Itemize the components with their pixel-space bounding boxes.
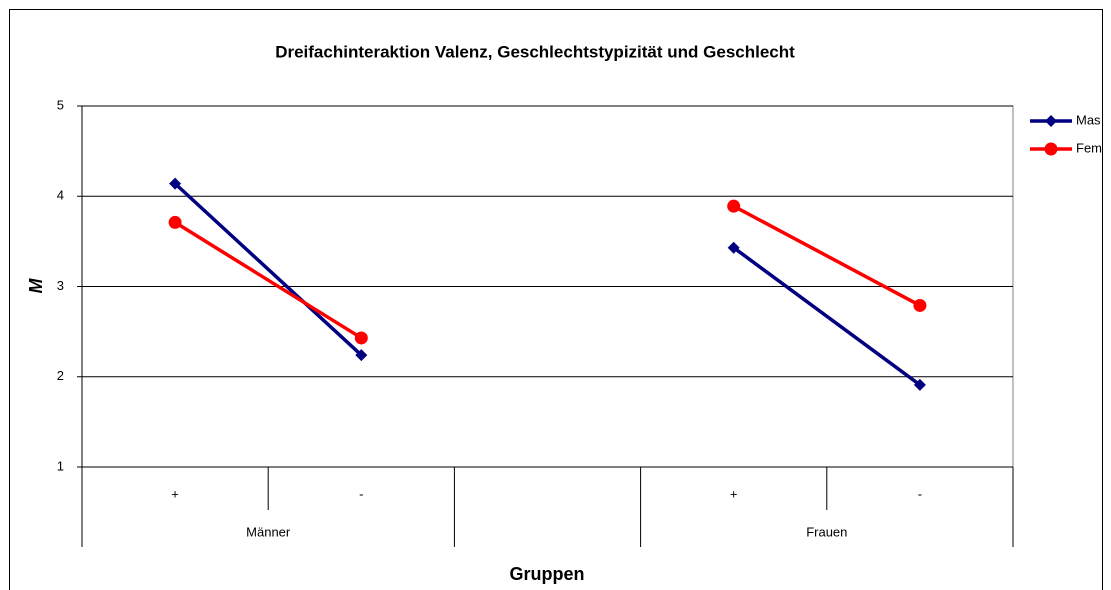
legend-marker — [1044, 142, 1058, 156]
x-axis-title: Gruppen — [510, 564, 585, 584]
point — [168, 215, 182, 229]
y-tick-label: 3 — [57, 278, 64, 293]
x-tick-label: - — [918, 486, 922, 501]
legend-marker — [1045, 115, 1057, 127]
y-tick-label: 4 — [57, 188, 64, 203]
x-tick-label: + — [171, 486, 179, 501]
legend-label: Fem — [1076, 140, 1102, 155]
point — [169, 177, 182, 190]
y-tick-label: 5 — [57, 97, 64, 112]
point — [913, 298, 927, 312]
legend-label: Mas — [1076, 112, 1101, 127]
group-label: Männer — [246, 524, 291, 539]
chart-border — [9, 9, 1103, 590]
series-line — [173, 182, 921, 387]
group-label: Frauen — [806, 524, 847, 539]
x-tick-label: - — [359, 486, 363, 501]
point — [354, 331, 368, 345]
point — [727, 199, 741, 213]
point — [727, 241, 740, 254]
chart-title: Dreifachinteraktion Valenz, Geschlechtst… — [275, 42, 795, 61]
y-tick-label: 1 — [57, 458, 64, 473]
point — [913, 378, 926, 391]
y-tick-label: 2 — [57, 368, 64, 383]
y-axis-title: M — [26, 278, 46, 294]
series-line — [174, 204, 921, 340]
x-tick-label: + — [730, 486, 738, 501]
point — [355, 349, 368, 362]
